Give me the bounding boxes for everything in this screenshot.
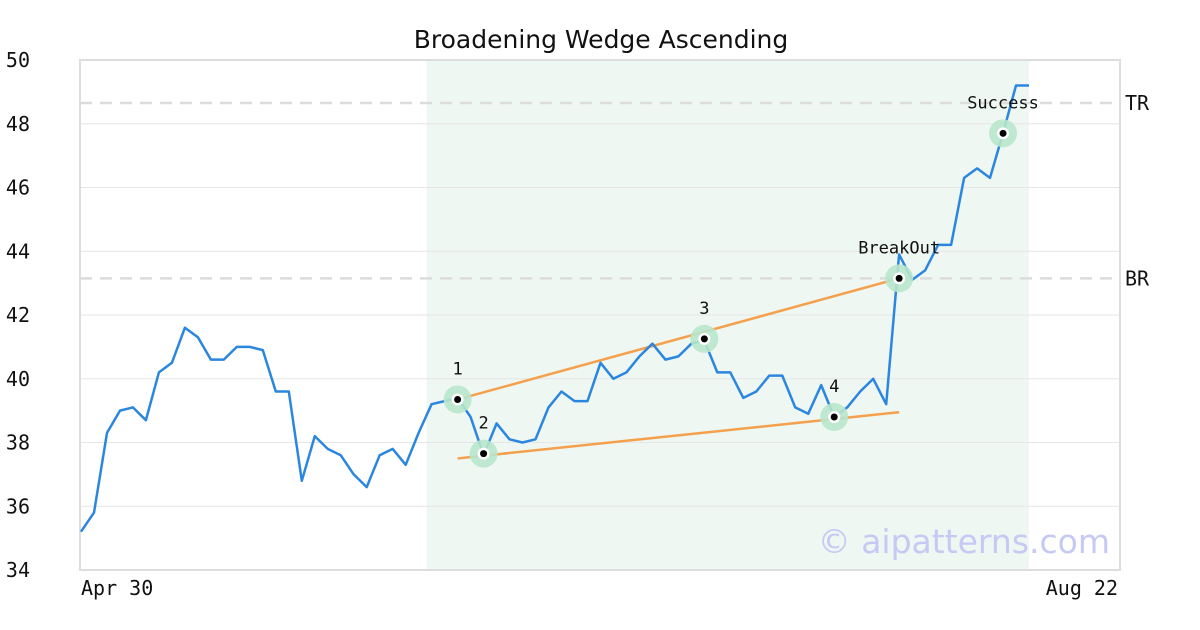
y-tick-label: 48 bbox=[6, 112, 30, 136]
point-marker-1 bbox=[454, 395, 462, 403]
y-tick-label: 42 bbox=[6, 303, 30, 327]
y-tick-label: 36 bbox=[6, 494, 30, 518]
point-label-4: 4 bbox=[829, 377, 839, 397]
point-label-2: 2 bbox=[478, 414, 488, 434]
point-label-3: 3 bbox=[699, 299, 709, 319]
y-tick-label: 44 bbox=[6, 239, 30, 263]
point-label-success: Success bbox=[967, 93, 1039, 113]
y-tick-label: 40 bbox=[6, 367, 30, 391]
point-label-breakout: BreakOut bbox=[858, 238, 940, 258]
point-marker-success bbox=[999, 129, 1007, 137]
point-marker-3 bbox=[700, 335, 708, 343]
y-tick-label: 34 bbox=[6, 558, 30, 582]
chart-title: Broadening Wedge Ascending bbox=[414, 25, 789, 54]
watermark: © aipatterns.com bbox=[818, 522, 1110, 561]
x-tick-label-end: Aug 22 bbox=[1046, 576, 1118, 600]
point-label-1: 1 bbox=[452, 359, 462, 379]
reference-label-tr: TR bbox=[1125, 91, 1150, 115]
point-marker-breakout bbox=[895, 274, 903, 282]
y-tick-label: 46 bbox=[6, 176, 30, 200]
plot-frame bbox=[79, 59, 1121, 571]
upper-trendline bbox=[457, 277, 900, 401]
point-marker-2 bbox=[480, 450, 488, 458]
price-line bbox=[79, 84, 1029, 533]
y-tick-label: 50 bbox=[6, 48, 30, 72]
reference-label-br: BR bbox=[1125, 266, 1150, 290]
point-marker-4 bbox=[830, 413, 838, 421]
x-tick-label-start: Apr 30 bbox=[81, 576, 153, 600]
y-tick-label: 38 bbox=[6, 431, 30, 455]
